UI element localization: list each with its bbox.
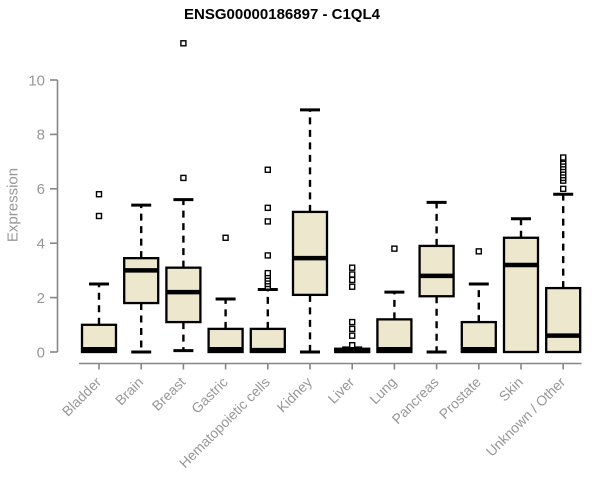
y-tick-label: 2 (37, 290, 45, 307)
y-tick-label: 4 (37, 235, 45, 252)
box-gastric (207, 327, 244, 354)
outlier-unknown-other-0 (560, 185, 567, 193)
outlier-hematopoietic-cells-9 (264, 166, 271, 173)
outlier-liver-4 (349, 283, 356, 290)
box-pancreas (418, 244, 455, 298)
outlier-breast-1 (180, 40, 187, 47)
outlier-liver-3 (349, 318, 356, 326)
outlier-breast-0 (180, 174, 187, 182)
box-unknown-other (545, 286, 582, 354)
outlier-hematopoietic-cells-7 (264, 218, 271, 225)
box-prostate (460, 320, 497, 354)
x-tick-label-lung: Lung (366, 374, 399, 407)
outlier-liver-0 (349, 342, 356, 349)
x-tick-label-skin: Skin (496, 374, 527, 405)
outlier-bladder-1 (95, 191, 103, 198)
x-tick-label-bladder: Bladder (59, 374, 105, 420)
y-tick-label: 0 (37, 344, 45, 361)
x-tick-label-pancreas: Pancreas (389, 374, 442, 427)
x-tick-label-breast: Breast (149, 374, 189, 414)
y-tick-label: 10 (28, 72, 45, 89)
outlier-liver-7 (349, 264, 356, 271)
box-breast (165, 266, 202, 324)
chart-title: ENSG00000186897 - C1QL4 (184, 6, 380, 23)
box-brain (123, 257, 160, 305)
outlier-hematopoietic-cells-6 (264, 252, 271, 259)
outlier-prostate-0 (475, 248, 482, 255)
outlier-lung-0 (391, 245, 398, 252)
outlier-liver-5 (349, 276, 356, 284)
box-skin (502, 236, 540, 354)
outlier-gastric-0 (222, 234, 229, 241)
box-kidney (291, 210, 329, 297)
outlier-bladder-0 (95, 212, 103, 220)
box-lung (376, 318, 413, 354)
x-tick-label-kidney: Kidney (274, 374, 316, 416)
x-tick-label-liver: Liver (325, 374, 358, 407)
outlier-hematopoietic-cells-5 (264, 269, 271, 277)
y-tick-label: 6 (37, 181, 45, 198)
outlier-unknown-other-10 (560, 154, 567, 161)
outlier-liver-2 (349, 325, 356, 333)
x-tick-label-unknown-other: Unknown / Other (483, 374, 569, 460)
outlier-liver-6 (349, 271, 356, 278)
x-tick-label-prostate: Prostate (436, 374, 484, 422)
outlier-liver-1 (349, 332, 356, 339)
x-tick-label-brain: Brain (112, 374, 146, 408)
outlier-hematopoietic-cells-8 (264, 204, 271, 212)
y-tick-label: 8 (37, 127, 45, 144)
